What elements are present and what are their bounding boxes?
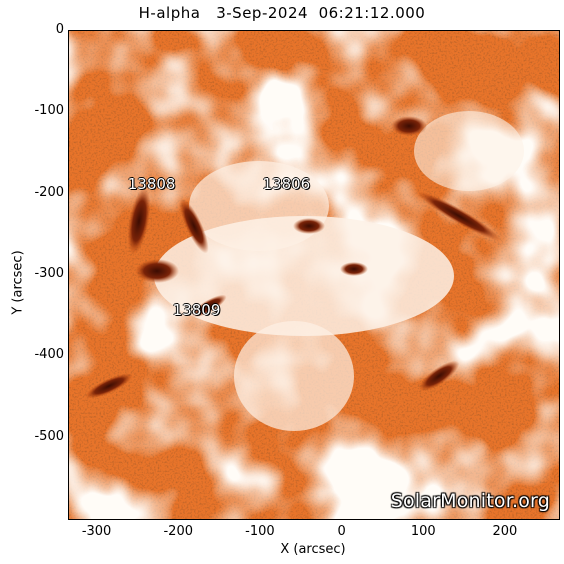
x-tick-label: -200 <box>163 524 194 539</box>
y-tick-label: -200 <box>34 184 64 200</box>
x-tick-label: 200 <box>492 524 518 539</box>
x-tick-label: -300 <box>81 524 112 539</box>
solar-disk-texture <box>69 31 559 519</box>
x-tick-label: 100 <box>410 524 436 539</box>
x-tick-label: -100 <box>245 524 275 539</box>
y-tick-label: 0 <box>55 22 64 37</box>
y-axis-label: Y (arcsec) <box>10 250 26 315</box>
plot-title: H-alpha 3-Sep-2024 06:21:12.000 <box>138 4 426 22</box>
halpha-image <box>68 30 560 520</box>
region-label-13806: 13806 <box>262 174 311 193</box>
solarmonitor-watermark: SolarMonitor.org <box>390 490 550 512</box>
y-tick-label: -400 <box>34 347 64 363</box>
y-tick-label: -500 <box>34 428 64 444</box>
y-tick-label: -100 <box>34 103 64 119</box>
x-axis-label: X (arcsec) <box>280 542 346 557</box>
y-tick-label: -300 <box>34 266 64 281</box>
region-label-13809: 13809 <box>172 300 221 319</box>
x-tick-label: 0 <box>337 524 346 539</box>
region-label-13808: 13808 <box>127 174 176 193</box>
